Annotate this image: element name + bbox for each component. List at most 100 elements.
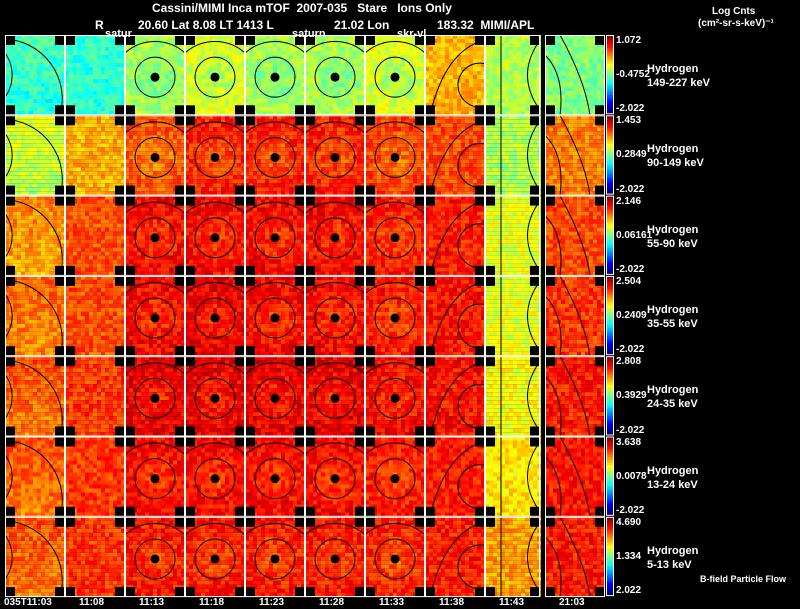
mask-corner (185, 587, 195, 598)
contour-lines (364, 522, 426, 580)
energy-range-label: 90-149 keV (647, 157, 704, 169)
panel-border (65, 275, 125, 357)
heatmap-panel (485, 516, 541, 598)
panel-border (5, 35, 65, 116)
mask-corner (595, 185, 605, 196)
mask-corner (175, 516, 185, 527)
mask-corner (185, 346, 195, 357)
mask-corner (415, 115, 425, 126)
time-tick-label: 11:23 (259, 597, 284, 608)
contour-lines (544, 34, 591, 116)
heatmap-panel (364, 275, 426, 357)
panel-border (305, 195, 365, 276)
mask-corner (175, 275, 185, 286)
panel-border (545, 356, 605, 437)
heatmap-panel (485, 195, 541, 276)
mask-corner (55, 115, 65, 126)
mask-corner (365, 275, 375, 286)
mask-corner (245, 35, 255, 45)
mask-corner (545, 35, 555, 45)
heatmap-panel (184, 35, 246, 116)
mask-corner (5, 506, 15, 517)
mask-corner (245, 185, 255, 196)
mask-corner (425, 436, 435, 447)
contour-lines (364, 442, 426, 500)
heatmap-panel (4, 516, 65, 598)
species-label: Hydrogen (647, 63, 698, 75)
mask-corner (425, 506, 435, 517)
contour-lines (124, 201, 186, 259)
mask-corner (485, 115, 495, 126)
panel-border (425, 356, 485, 437)
contour-lines (124, 121, 186, 178)
panel-border (365, 436, 425, 517)
contour-lines (364, 121, 426, 178)
mask-corner (295, 587, 305, 598)
panel-border (485, 356, 540, 437)
heatmap-panel (65, 115, 125, 196)
time-tick-label: 035T11:03 (4, 597, 52, 608)
colorbar-mid-label: 0.0078 (616, 471, 647, 482)
mask-corner (485, 436, 495, 447)
heatmap-panel (544, 516, 605, 598)
mask-corner (185, 105, 195, 116)
heatmap-panel (304, 35, 366, 116)
mask-corner (545, 436, 555, 447)
mask-corner (475, 506, 485, 517)
mask-corner (365, 346, 375, 357)
mask-corner (295, 195, 305, 206)
heatmap-panel (304, 516, 366, 598)
heatmap-panel (124, 195, 186, 276)
mask-corner (245, 115, 255, 126)
mask-corner (545, 356, 555, 367)
colorbar-min-label: -2.022 (616, 184, 644, 195)
mask-corner (415, 265, 425, 276)
panel-border (125, 115, 185, 196)
species-label: Hydrogen (647, 304, 698, 316)
contour-lines (184, 281, 246, 339)
mask-corner (545, 185, 555, 196)
panel-border (5, 195, 65, 276)
heatmap-panel (4, 275, 65, 357)
panel-border (65, 436, 125, 517)
mask-corner (175, 436, 185, 447)
mask-corner (355, 426, 365, 437)
heatmap-panel (485, 436, 541, 517)
mask-corner (595, 356, 605, 367)
mask-corner (55, 346, 65, 357)
heatmap-row (4, 34, 605, 116)
colorbar-min-label: 2.022 (616, 586, 641, 596)
mask-corner (475, 35, 485, 45)
mask-corner (415, 195, 425, 206)
contour-lines (304, 522, 366, 580)
mask-corner (245, 105, 255, 116)
heatmap-panel (65, 195, 125, 276)
contour-lines (304, 201, 366, 259)
heatmap-row (4, 275, 605, 357)
heatmap-panel (304, 275, 366, 357)
contour-lines (364, 201, 426, 259)
contour-lines (544, 275, 591, 357)
heatmap-row (4, 195, 605, 277)
time-tick-label: 21:03 (559, 597, 585, 608)
mask-corner (365, 265, 375, 276)
mask-corner (475, 346, 485, 357)
mask-corner (65, 105, 75, 116)
mask-corner (175, 587, 185, 598)
mask-corner (355, 115, 365, 126)
mask-corner (425, 105, 435, 116)
contour-lines (544, 436, 591, 517)
panel-border (365, 356, 425, 437)
contour-lines (304, 121, 366, 178)
mask-corner (65, 185, 75, 196)
mask-corner (545, 426, 555, 437)
mask-corner (125, 356, 135, 367)
mask-corner (355, 185, 365, 196)
mask-corner (115, 506, 125, 517)
mask-corner (305, 35, 315, 45)
mask-corner (305, 185, 315, 196)
mask-corner (485, 346, 495, 357)
mask-corner (485, 587, 495, 598)
mask-corner (355, 105, 365, 116)
heatmap-panel (184, 275, 246, 357)
